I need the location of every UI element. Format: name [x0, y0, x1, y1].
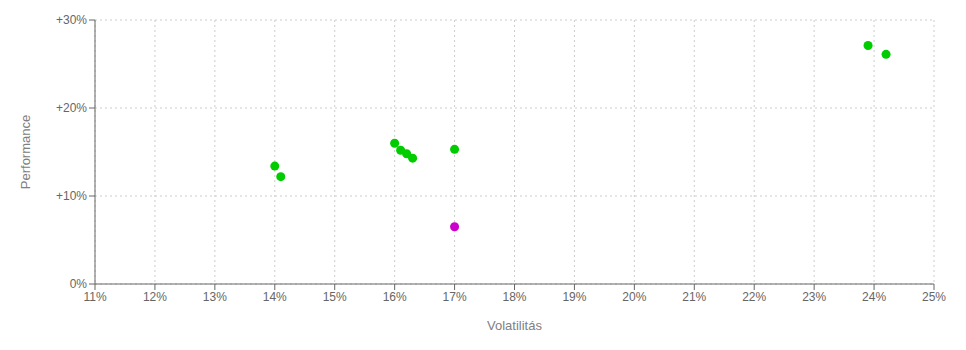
svg-text:+20%: +20% [56, 101, 87, 115]
svg-text:23%: 23% [802, 290, 826, 304]
svg-text:15%: 15% [323, 290, 347, 304]
svg-text:11%: 11% [83, 290, 106, 304]
svg-text:19%: 19% [562, 290, 586, 304]
svg-text:20%: 20% [622, 290, 646, 304]
svg-text:24%: 24% [862, 290, 886, 304]
svg-text:+10%: +10% [56, 189, 87, 203]
svg-text:14%: 14% [263, 290, 287, 304]
svg-text:12%: 12% [143, 290, 167, 304]
svg-text:+30%: +30% [56, 13, 87, 27]
svg-text:Volatilitás: Volatilitás [487, 318, 542, 333]
svg-text:21%: 21% [682, 290, 706, 304]
svg-text:Performance: Performance [18, 115, 33, 189]
svg-text:13%: 13% [203, 290, 227, 304]
svg-text:17%: 17% [443, 290, 467, 304]
svg-text:18%: 18% [502, 290, 526, 304]
svg-text:0%: 0% [70, 277, 88, 291]
svg-text:16%: 16% [383, 290, 407, 304]
svg-text:22%: 22% [742, 290, 766, 304]
svg-text:25%: 25% [922, 290, 946, 304]
